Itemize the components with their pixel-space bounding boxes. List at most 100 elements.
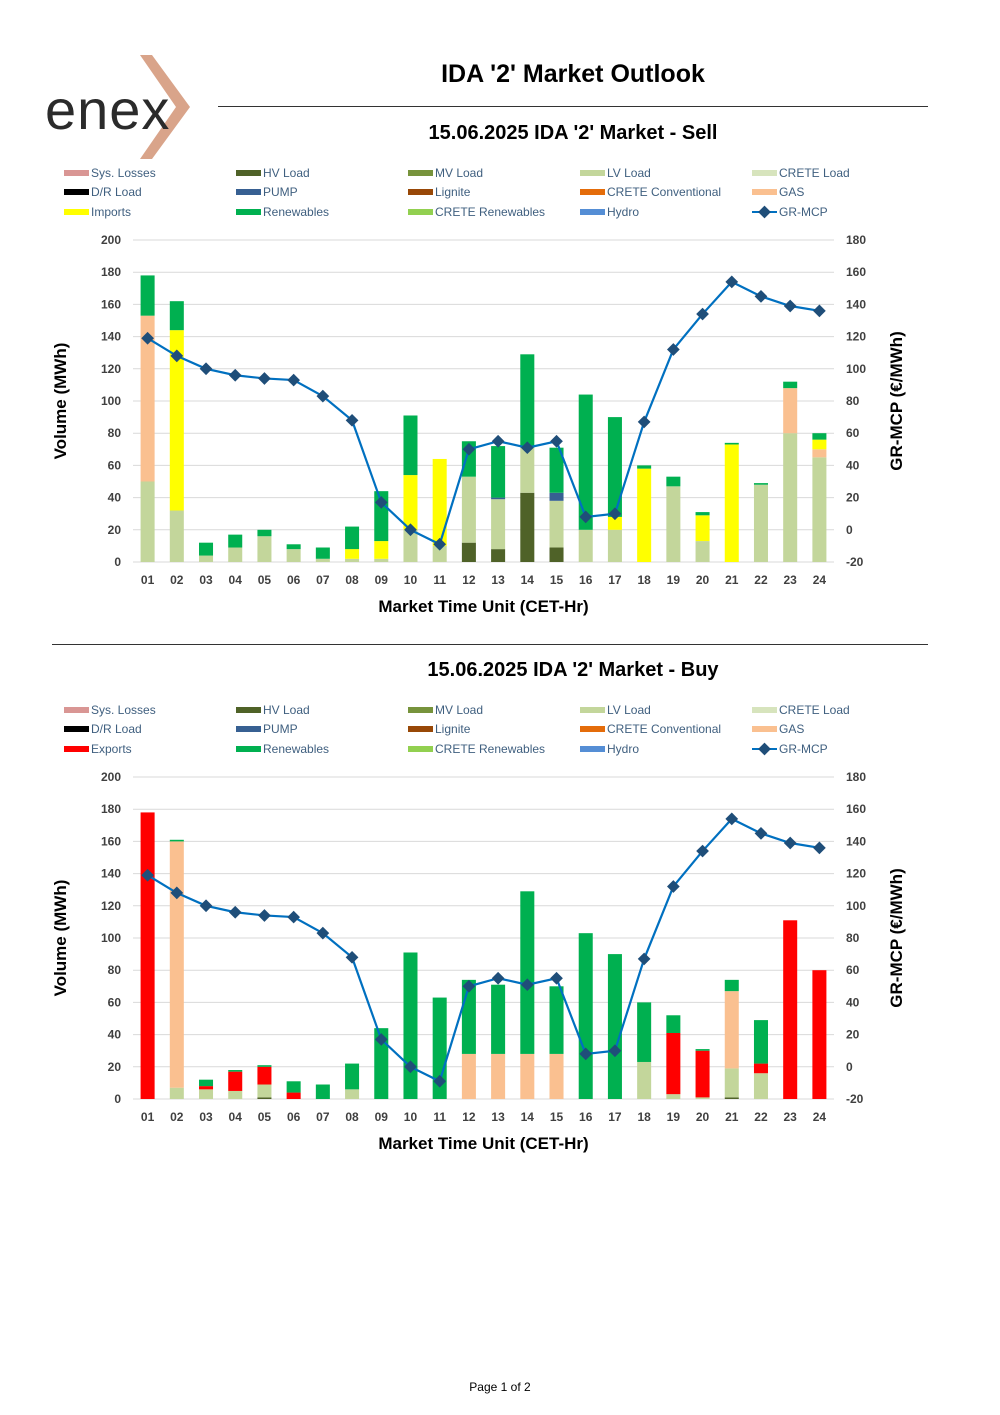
bar-gas [812, 449, 827, 458]
y2-tick-label: 0 [846, 1060, 853, 1074]
y2-tick-label: 140 [846, 834, 866, 848]
y-tick-label: 40 [108, 1028, 122, 1042]
sell-chart: 15.06.2025 IDA '2' Market - Sell Sys. Los… [51, 122, 906, 616]
legend-label: CRETE Conventional [607, 185, 721, 199]
y2-tick-label: 140 [846, 297, 866, 311]
y-tick-label: 40 [108, 491, 122, 505]
legend-item-sys-losses: Sys. Losses [64, 166, 156, 180]
x-tick-label: 15 [550, 573, 564, 587]
bar-lv-load [199, 555, 214, 562]
y-tick-label: 120 [101, 362, 121, 376]
logo-chevron-icon [140, 55, 190, 159]
legend-item-gas: GAS [752, 722, 804, 736]
legend-label: GR-MCP [779, 205, 828, 219]
bar-lv-load [432, 545, 447, 562]
legend-item-lignite: Lignite [408, 722, 471, 736]
x-tick-label: 07 [316, 1110, 330, 1124]
mcp-point [316, 389, 330, 403]
bar-renewables [432, 997, 447, 1099]
enex-logo: enex [40, 55, 210, 160]
bar-imports [374, 541, 389, 559]
legend-label: Exports [91, 742, 132, 756]
bar-hv-load [549, 547, 564, 562]
mcp-line [147, 280, 820, 546]
mcp-point [637, 415, 651, 429]
bar-renewables [169, 839, 184, 842]
y2-tick-label: 60 [846, 426, 860, 440]
y-tick-label: 140 [101, 867, 121, 881]
legend-swatch [408, 189, 433, 195]
y2-tick-label: 180 [846, 233, 866, 247]
bar-renewables [607, 417, 622, 517]
y-tick-label: 180 [101, 265, 121, 279]
bar-lv-load [695, 1097, 710, 1099]
bar-lv-load [753, 1073, 768, 1099]
bar-renewables [549, 986, 564, 1054]
mcp-point [287, 910, 301, 924]
legend-item-d-r-load: D/R Load [64, 185, 142, 199]
y2-tick-label: 80 [846, 394, 860, 408]
bar-exports [783, 920, 798, 1099]
mcp-point [374, 496, 388, 509]
y2-tick-label: 20 [846, 491, 860, 505]
x-tick-label: 13 [491, 573, 505, 587]
x-tick-label: 06 [287, 573, 301, 587]
y2-tick-label: 60 [846, 963, 860, 977]
x-tick-label: 03 [199, 573, 213, 587]
mcp-point [170, 349, 184, 363]
bar-lv-load [315, 558, 330, 562]
legend-label: LV Load [607, 703, 651, 717]
legend-label: GAS [779, 722, 804, 736]
legend-label: Renewables [263, 205, 329, 219]
y-tick-label: 60 [108, 458, 122, 472]
legend-label: Sys. Losses [91, 703, 156, 717]
legend-label: CRETE Load [779, 703, 850, 717]
bar-renewables [578, 394, 593, 530]
bar-lv-load [403, 529, 418, 562]
x-tick-label: 22 [754, 573, 768, 587]
y2-tick-label: 160 [846, 265, 866, 279]
legend-label: MV Load [435, 703, 483, 717]
mcp-point [608, 1044, 622, 1058]
bar-renewables [637, 1002, 652, 1062]
mcp-line [147, 817, 820, 1083]
legend-item-gr-mcp: GR-MCP [752, 742, 828, 756]
bar-renewables [783, 381, 798, 389]
bar-renewables [199, 542, 214, 556]
bar-renewables [637, 465, 652, 469]
bar-renewables [169, 301, 184, 331]
y-tick-label: 20 [108, 523, 122, 537]
y-tick-label: 200 [101, 233, 121, 247]
legend-swatch [64, 189, 89, 195]
y-tick-label: 80 [108, 963, 122, 977]
mcp-point [813, 304, 826, 318]
bar-gas [520, 1053, 535, 1099]
x-tick-label: 01 [141, 1110, 155, 1124]
legend-swatch [580, 170, 605, 176]
mcp-point [228, 368, 242, 382]
mcp-point [783, 299, 797, 313]
legend-item-imports: Imports [64, 205, 131, 219]
mcp-point [258, 372, 271, 385]
y2-tick-label: 160 [846, 802, 866, 816]
y2-axis-title: GR-MCP (€/MWh) [887, 868, 906, 1007]
x-tick-label: 05 [258, 1110, 272, 1124]
bar-imports [345, 549, 360, 559]
bar-renewables [374, 1028, 389, 1099]
bar-exports [257, 1066, 272, 1085]
bar-renewables [286, 544, 301, 550]
bar-lv-load [666, 1094, 681, 1099]
x-tick-label: 02 [170, 573, 184, 587]
bar-lv-load [578, 529, 593, 562]
y2-tick-label: -20 [846, 1092, 864, 1106]
bar-renewables [315, 547, 330, 559]
mcp-point [199, 362, 213, 376]
y2-tick-label: 40 [846, 995, 860, 1009]
legend-item-gas: GAS [752, 185, 804, 199]
bar-lv-load [257, 536, 272, 562]
bar-lv-load [461, 476, 476, 543]
legend-swatch [408, 726, 433, 732]
bar-renewables [403, 415, 418, 476]
legend-item-hydro: Hydro [580, 742, 639, 756]
bar-renewables [753, 1020, 768, 1064]
